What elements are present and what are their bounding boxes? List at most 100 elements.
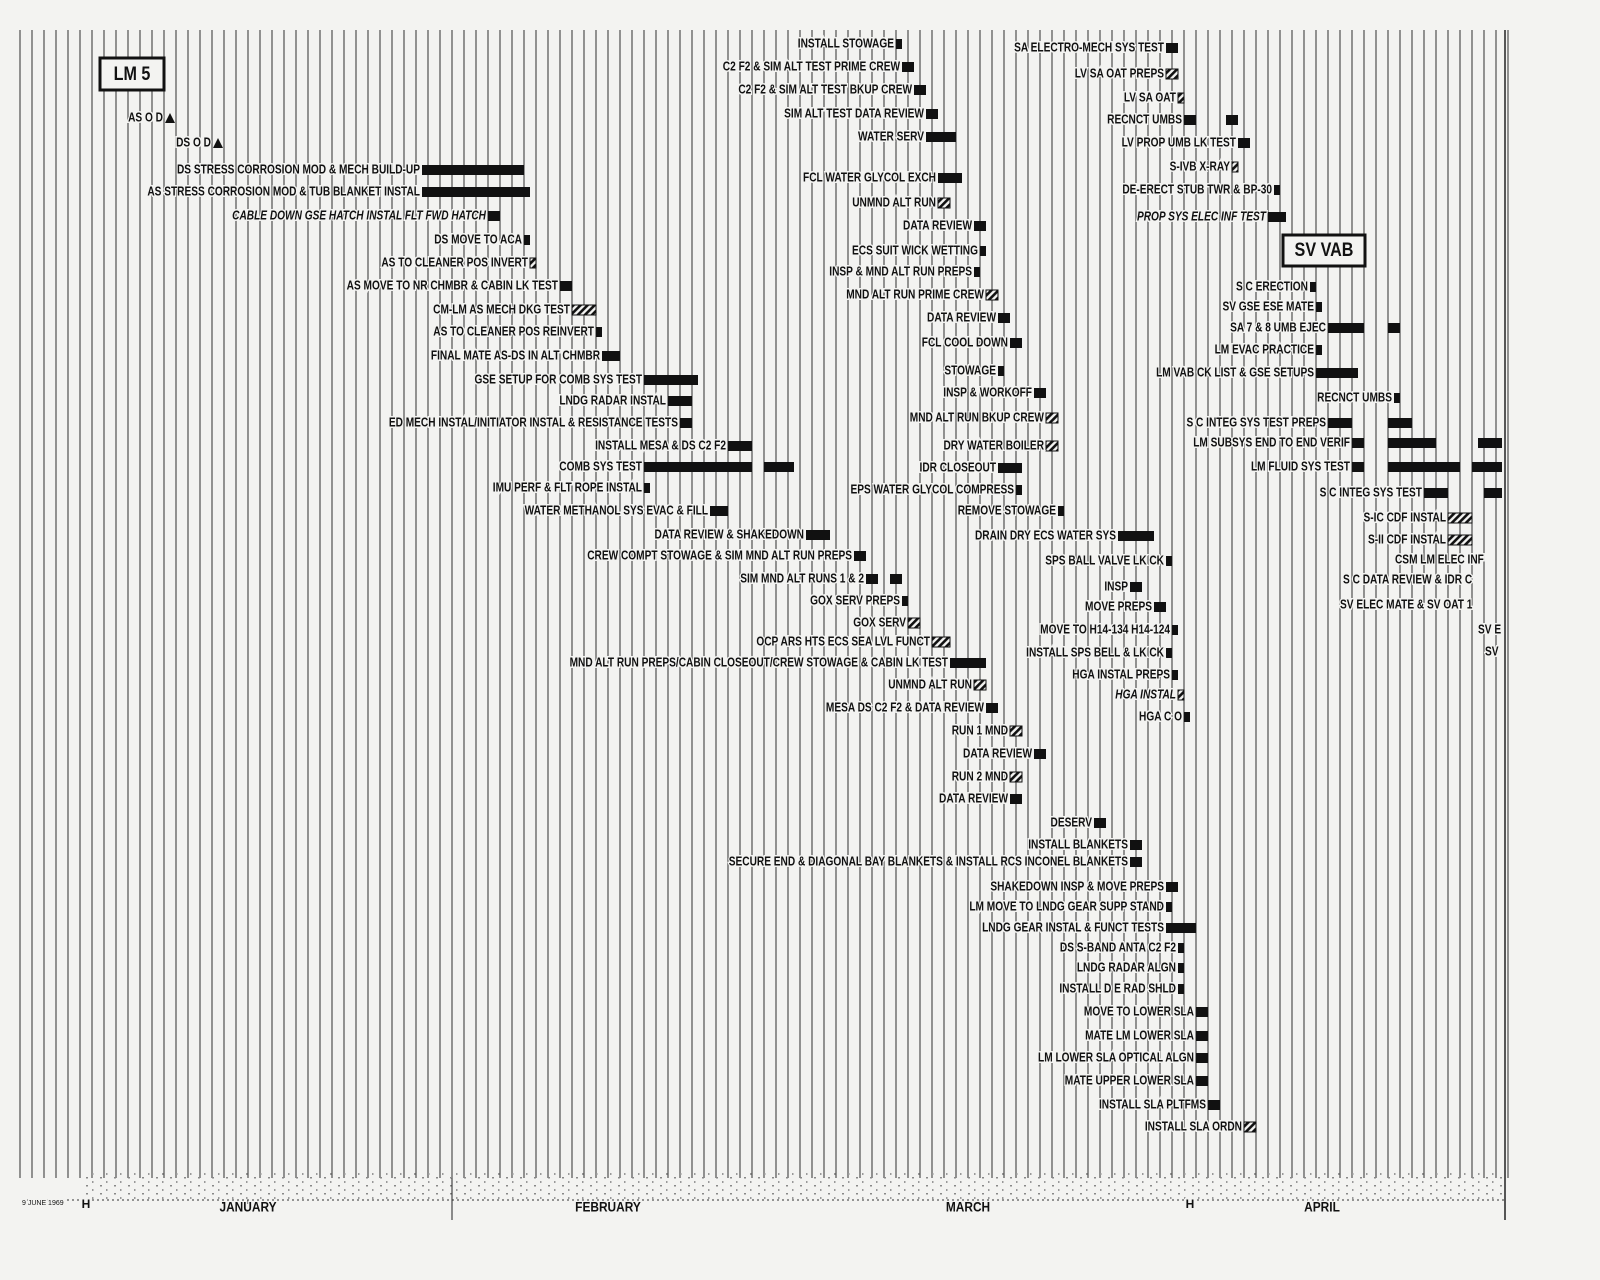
- task-label: DATA REVIEW & SHAKEDOWN: [655, 527, 804, 541]
- task-label: DS STRESS CORROSION MOD & MECH BUILD-UP: [177, 162, 420, 176]
- task-label: RECNCT UMBS: [1317, 390, 1392, 404]
- task-label: MND ALT RUN PREPS/CABIN CLOSEOUT/CREW ST…: [570, 655, 948, 669]
- bar: [1274, 185, 1280, 195]
- task-label: SV ELEC MATE & SV OAT 1: [1340, 597, 1473, 611]
- task-label: LV SA OAT: [1124, 90, 1176, 104]
- task-label: RUN 2 MND: [952, 769, 1008, 783]
- bar: [1196, 1007, 1208, 1017]
- bar: [1094, 818, 1106, 828]
- task-label: HGA C O: [1139, 709, 1182, 723]
- task-label: LNDG RADAR INSTAL: [559, 393, 666, 407]
- bar: [998, 313, 1010, 323]
- bar: [986, 703, 998, 713]
- bar-hatched: [1165, 68, 1179, 80]
- bar: [926, 109, 938, 119]
- task-label: INSTALL D E RAD SHLD: [1059, 981, 1176, 995]
- x-tick-label: APRIL: [1304, 1199, 1340, 1215]
- bar: [1316, 368, 1358, 378]
- annotation: LM 5: [114, 63, 151, 85]
- task-label: DRAIN DRY ECS WATER SYS: [975, 528, 1116, 542]
- bar: [926, 132, 956, 142]
- bar-hatched: [973, 679, 987, 691]
- bar: [1328, 323, 1364, 333]
- bar: [1130, 857, 1142, 867]
- task-label: GOX SERV PREPS: [810, 593, 900, 607]
- bar: [974, 221, 986, 231]
- bar: [866, 574, 878, 584]
- task-label: UNMND ALT RUN: [852, 195, 936, 209]
- task-label: LM SUBSYS END TO END VERIF: [1193, 435, 1350, 449]
- bar-hatched: [985, 289, 999, 301]
- bar-hatched: [1177, 92, 1185, 104]
- bar: [1172, 625, 1178, 635]
- bar: [1010, 338, 1022, 348]
- bar-hatched: [1447, 512, 1473, 524]
- bar: [524, 235, 530, 245]
- bar-hatched: [1045, 412, 1059, 424]
- task-label: S-II CDF INSTAL: [1368, 532, 1446, 546]
- task-label: S-IC CDF INSTAL: [1364, 510, 1446, 524]
- date-strip: [80, 1172, 1505, 1200]
- tasks: AS O D DS O D DS STRESS CORROSION MOD & ME…: [127, 35, 1503, 1135]
- bar: [1226, 115, 1238, 125]
- task-label: LV PROP UMB LK TEST: [1122, 135, 1236, 149]
- task-label: INSTALL STOWAGE: [798, 36, 894, 50]
- bar-hatched: [571, 304, 597, 316]
- task-label: LM MOVE TO LNDG GEAR SUPP STAND: [969, 899, 1164, 913]
- bar: [974, 267, 980, 277]
- task-label: AS MOVE TO NR CHMBR & CABIN LK TEST: [347, 278, 558, 292]
- task-label: WATER METHANOL SYS EVAC & FILL: [525, 503, 708, 517]
- bar: [902, 596, 908, 606]
- task-label: INSTALL SLA PLTFMS: [1099, 1097, 1206, 1111]
- task-label: MATE LM LOWER SLA: [1085, 1028, 1194, 1042]
- bar: [1118, 531, 1154, 541]
- bar: [1166, 43, 1178, 53]
- task-label: SA 7 & 8 UMB EJEC: [1230, 320, 1326, 334]
- task-label: COMB SYS TEST: [559, 459, 642, 473]
- task-label: GSE SETUP FOR COMB SYS TEST: [475, 372, 642, 386]
- bar-hatched: [937, 197, 951, 209]
- task-label: EPS WATER GLYCOL COMPRESS: [850, 482, 1014, 496]
- task-label: CREW COMPT STOWAGE & SIM MND ALT RUN PRE…: [587, 548, 852, 562]
- bar: [1154, 602, 1166, 612]
- bar: [710, 506, 728, 516]
- task-label: IMU PERF & FLT ROPE INSTAL: [493, 480, 642, 494]
- task-label: DATA REVIEW: [939, 791, 1008, 805]
- bar: [1316, 302, 1322, 312]
- task-label: SIM ALT TEST DATA REVIEW: [784, 106, 924, 120]
- bar: [1478, 438, 1502, 448]
- bar: [644, 462, 752, 472]
- bar: [1016, 485, 1022, 495]
- bar: [560, 281, 572, 291]
- task-label: REMOVE STOWAGE: [958, 503, 1056, 517]
- bar: [1034, 749, 1046, 759]
- bar-hatched: [1177, 689, 1185, 701]
- task-label: DESERV: [1051, 815, 1093, 829]
- task-label: PROP SYS ELEC INF TEST: [1137, 209, 1267, 223]
- task-label: LNDG RADAR ALGN: [1077, 960, 1176, 974]
- bar: [1388, 438, 1436, 448]
- task-label: SPS BALL VALVE LK CK: [1045, 553, 1164, 567]
- bar: [422, 187, 530, 197]
- task-label: MESA DS C2 F2 & DATA REVIEW: [826, 700, 984, 714]
- footnote: 9 JUNE 1969: [22, 1200, 64, 1207]
- task-label: C2 F2 & SIM ALT TEST PRIME CREW: [723, 59, 900, 73]
- task-label: LM EVAC PRACTICE: [1215, 342, 1315, 356]
- marker-label: H: [82, 1197, 91, 1211]
- bar: [1196, 1031, 1208, 1041]
- bar-hatched: [907, 617, 921, 629]
- task-label: SV E: [1478, 622, 1501, 636]
- task-label: WATER SERV: [858, 129, 924, 143]
- bar: [1184, 712, 1190, 722]
- bar: [680, 418, 692, 428]
- bar: [1424, 488, 1448, 498]
- bar: [1166, 923, 1196, 933]
- task-label: MOVE PREPS: [1085, 599, 1152, 613]
- task-label: DRY WATER BOILER: [943, 438, 1044, 452]
- bar: [1310, 282, 1316, 292]
- bar: [728, 441, 752, 451]
- task-label: UNMND ALT RUN: [888, 677, 972, 691]
- bar-hatched: [1045, 440, 1059, 452]
